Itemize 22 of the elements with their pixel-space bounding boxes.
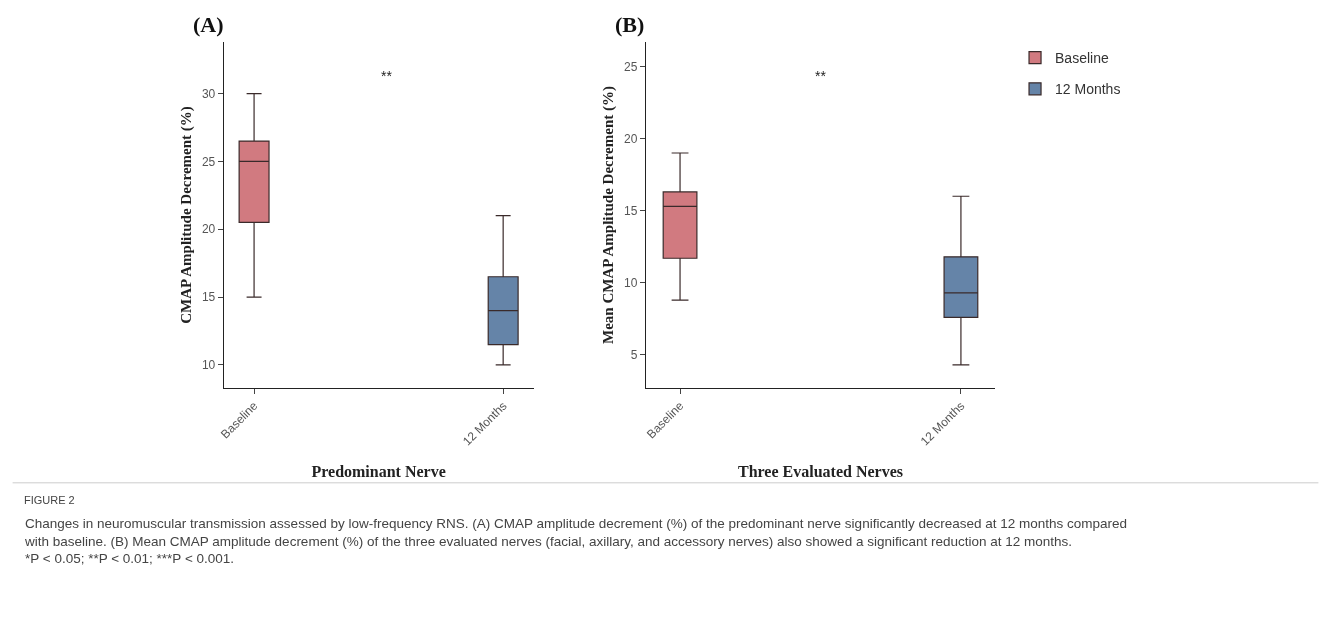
y-tick-label: 15: [623, 203, 638, 218]
annotation: **: [381, 68, 393, 84]
chart-title: (A): [193, 12, 224, 37]
y-tick-label: 25: [201, 154, 216, 169]
annotation: **: [815, 68, 827, 84]
x-axis-title: Three Evaluated Nerves: [737, 463, 903, 481]
chart-title: (B): [615, 12, 645, 37]
x-axis-title: Predominant Nerve: [311, 463, 446, 481]
legend-label: Baseline: [1055, 50, 1109, 67]
y-axis-title: Mean CMAP Amplitude Decrement (%): [600, 85, 618, 345]
y-axis-title: CMAP Amplitude Decrement (%): [178, 106, 196, 324]
y-tick-label: 25: [623, 59, 638, 74]
y-tick-label: 5: [630, 348, 638, 363]
y-tick-label: 20: [623, 131, 638, 146]
y-tick-label: 20: [201, 222, 216, 237]
text: Changes in neuromuscular transmission assessed by low-frequency RNS. (A) CMAP amplitude decrement (%) of the predominant nerve significantly decreased at 12 months compared with baseline. (B) Mean CMAP amplitude decrement (%) of the three evaluated nerves (facial, axillary, and accessory nerves) also showed a significant reduction at 12 months. *P < 0.05; **P < 0.01; ***P < 0.001.: [24, 516, 1128, 567]
y-tick-label: 30: [201, 86, 216, 101]
legend-label: 12 Months: [1055, 81, 1121, 98]
caption: FIGURE 2: [24, 494, 75, 506]
y-tick-label: 10: [201, 358, 216, 373]
y-tick-label: 15: [201, 290, 216, 305]
y-tick-label: 10: [623, 275, 638, 290]
